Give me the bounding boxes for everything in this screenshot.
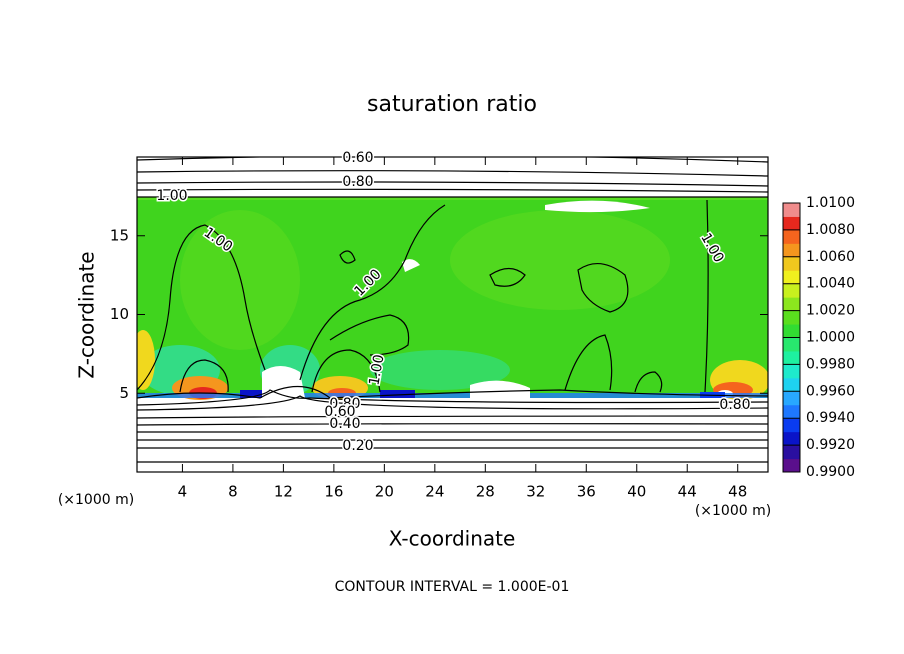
colorbar-tick-label: 1.0040 bbox=[806, 276, 855, 292]
colorbar-tick-label: 0.9940 bbox=[806, 410, 855, 426]
colorbar-band bbox=[783, 270, 800, 285]
colorbar-band bbox=[783, 431, 800, 446]
field bbox=[137, 157, 768, 472]
contour-label: 0.40 bbox=[329, 416, 360, 432]
x-tick-label: 32 bbox=[526, 483, 545, 501]
colorbar-band bbox=[783, 297, 800, 312]
x-tick-label: 8 bbox=[228, 483, 238, 501]
footnote: CONTOUR INTERVAL = 1.000E-01 bbox=[335, 579, 570, 595]
chart-title: saturation ratio bbox=[367, 92, 537, 117]
colorbar-band bbox=[783, 216, 800, 231]
y-tick-label: 5 bbox=[119, 384, 129, 402]
x-tick-label: 36 bbox=[577, 483, 596, 501]
colorbar-band bbox=[783, 310, 800, 325]
contour-label: 1.00 bbox=[156, 188, 187, 204]
colorbar-band bbox=[783, 458, 800, 473]
x-tick-label: 24 bbox=[425, 483, 444, 501]
colorbar-tick-label: 0.9980 bbox=[806, 356, 855, 372]
x-tick-label: 4 bbox=[178, 483, 188, 501]
colorbar-band bbox=[783, 324, 800, 338]
contour-label: 0.80 bbox=[342, 174, 373, 190]
colorbar-tick-label: 1.0060 bbox=[806, 249, 855, 265]
y-tick-label: 15 bbox=[110, 226, 129, 244]
x-tick-label: 20 bbox=[375, 483, 394, 501]
colorbar-band bbox=[783, 229, 800, 244]
colorbar-tick-label: 0.9920 bbox=[806, 437, 855, 453]
x-tick-label: 40 bbox=[627, 483, 646, 501]
colorbar-tick-label: 1.0020 bbox=[806, 303, 855, 319]
colorbar-tick-label: 0.9960 bbox=[806, 383, 855, 399]
colorbar-tick-label: 1.0080 bbox=[806, 222, 855, 238]
colorbar-band bbox=[783, 377, 800, 392]
x-tick-label: 12 bbox=[274, 483, 293, 501]
colorbar-tick-label: 0.9900 bbox=[806, 464, 855, 480]
contour-label: 0.60 bbox=[342, 150, 373, 166]
colorbar-band bbox=[783, 418, 800, 433]
contour-label: 0.80 bbox=[329, 396, 360, 412]
colorbar-band bbox=[783, 243, 800, 258]
colorbar-tick-label: 1.0100 bbox=[806, 195, 855, 211]
x-tick-label: 16 bbox=[324, 483, 343, 501]
x-axis-label: X-coordinate bbox=[389, 527, 516, 551]
x-tick-label: 28 bbox=[476, 483, 495, 501]
colorbar-tick-label: 1.0000 bbox=[806, 330, 855, 346]
x-tick-label: 44 bbox=[678, 483, 697, 501]
colorbar-band bbox=[783, 203, 800, 217]
colorbar-band bbox=[783, 337, 800, 352]
contour-label: 0.80 bbox=[719, 397, 750, 413]
x-unit-label: (×1000 m) bbox=[695, 503, 771, 519]
y-tick-label: 10 bbox=[110, 305, 129, 323]
colorbar-band bbox=[783, 391, 800, 406]
contour-label: 0.20 bbox=[342, 438, 373, 454]
colorbar-band bbox=[783, 283, 800, 298]
colorbar-band bbox=[783, 364, 800, 379]
contour-label: 0.60 bbox=[324, 404, 355, 420]
y-unit-label: (×1000 m) bbox=[58, 492, 134, 508]
colorbar-band bbox=[783, 350, 800, 365]
colorbar-band bbox=[783, 445, 800, 460]
y-axis-label: Z-coordinate bbox=[75, 251, 99, 378]
x-tick-label: 48 bbox=[728, 483, 747, 501]
colorbar-band bbox=[783, 404, 800, 419]
colorbar-band bbox=[783, 256, 800, 271]
